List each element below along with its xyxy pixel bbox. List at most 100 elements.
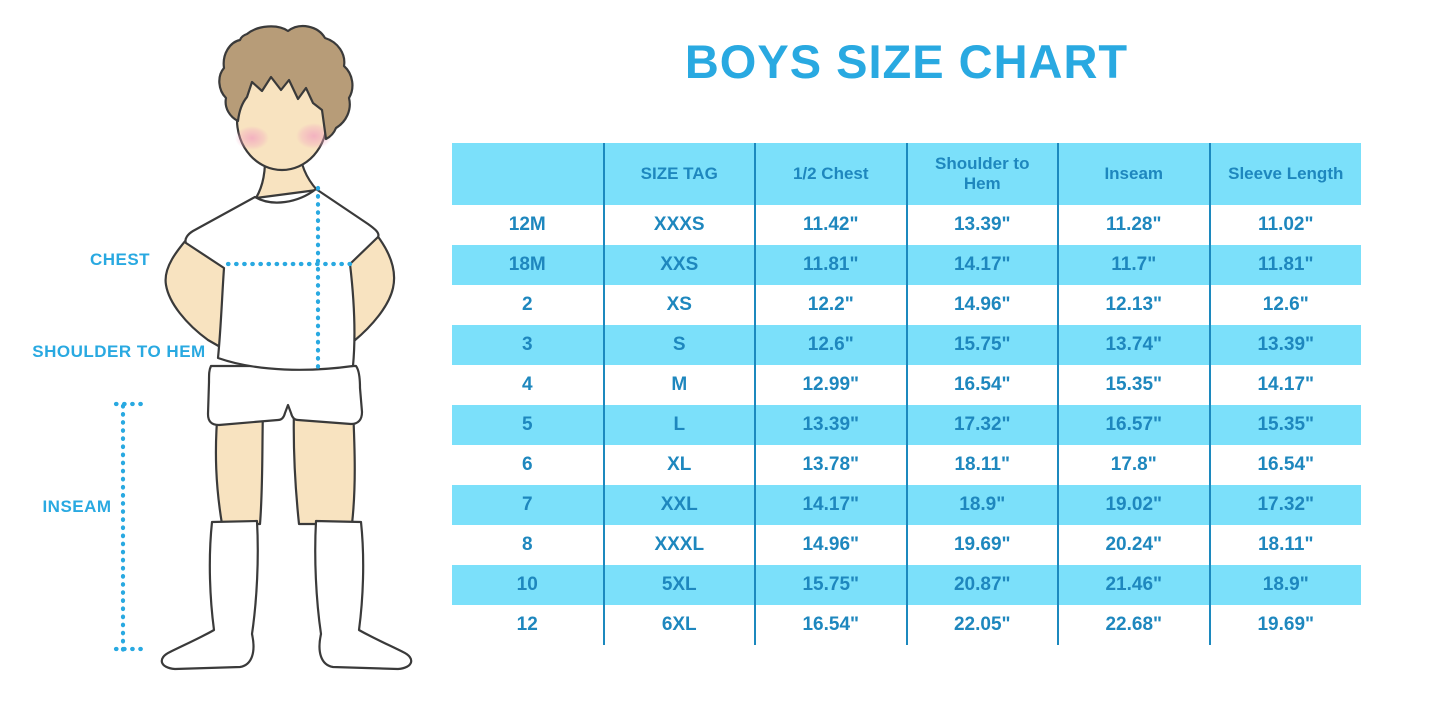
table-cell: 11.42" [754,205,907,245]
table-cell: 7 [452,485,604,525]
table-cell: 19.69" [1208,605,1361,645]
column-header: Shoulder to Hem [905,143,1058,205]
table-cell: 6 [521,454,533,475]
table-cell: 13.39" [1208,325,1361,365]
table-cell: 12M [508,214,546,235]
table-row: 10 5XL 15.75" 20.87" 21.46" 18.9" [452,565,1361,605]
table-cell: XXS [602,245,755,285]
table-cell: 12.99" [754,365,907,405]
table-cell: 18.11" [1208,525,1361,565]
size-table-body: 12M XXXS 11.42" 13.39" 11.28" 11.02" 18M XXS 11.… [452,205,1361,645]
table-cell: 18.11" [905,445,1058,485]
left-sock [160,519,259,671]
size-table-head: SIZE TAG 1/2 Chest Shoulder to Hem Inseam Sl… [452,143,1361,205]
right-leg [292,406,356,526]
header-row: SIZE TAG 1/2 Chest Shoulder to Hem Inseam Sl… [452,143,1361,205]
page-title: BOYS SIZE CHART [684,35,1129,88]
table-cell: 12.13" [1057,285,1210,325]
table-cell: 21.46" [1057,565,1210,605]
table-cell: 17.32" [1208,485,1361,525]
table-cell: 10 [452,565,604,605]
table-cell: 2 [521,294,533,315]
table-cell: 12 [516,614,538,635]
boy-figure [160,25,413,671]
left-cheek-blush [235,126,269,150]
table-cell: 13.39" [905,205,1058,245]
table-cell: 15.35" [1057,365,1210,405]
table-cell: 11.02" [1208,205,1361,245]
table-cell: 11.81" [754,245,907,285]
table-cell: XXXS [602,205,755,245]
table-cell: 22.05" [905,605,1058,645]
table-cell: 13.39" [754,405,907,445]
table-cell: 11.28" [1057,205,1210,245]
table-cell: 11.7" [1057,245,1210,285]
table-cell: 16.54" [1208,445,1361,485]
table-cell: 4 [521,374,533,395]
table-cell: 11.81" [1208,245,1361,285]
table-row: 18M XXS 11.81" 14.17" 11.7" 11.81" [452,245,1361,285]
column-header: Inseam [1057,143,1210,205]
table-row: 7 XXL 14.17" 18.9" 19.02" 17.32" [452,485,1361,525]
right-cheek-blush [296,123,332,149]
table-cell: 16.54" [754,605,907,645]
table-cell: 15.75" [905,325,1058,365]
hair [218,25,354,141]
table-cell: 15.35" [1208,405,1361,445]
table-cell: 16.57" [1057,405,1210,445]
table-cell: 14.96" [754,525,907,565]
table-cell: L [602,405,755,445]
column-header [452,143,604,205]
left-leg [214,406,265,526]
table-cell: 18.9" [905,485,1058,525]
table-cell: 14.96" [905,285,1058,325]
table-cell: XXL [602,485,755,525]
inseam-label: INSEAM [42,497,112,516]
table-cell: XL [602,445,755,485]
table-cell: S [602,325,755,365]
table-cell: 17.32" [905,405,1058,445]
size-table: SIZE TAG 1/2 Chest Shoulder to Hem Inseam Sl… [452,143,1361,645]
table-cell: M [602,365,755,405]
chest-label: CHEST [89,250,151,269]
table-cell: 19.02" [1057,485,1210,525]
table-cell: 5 [452,405,604,445]
table-cell: 12.2" [754,285,907,325]
table-cell: 20.24" [1057,525,1210,565]
table-row: 5 L 13.39" 17.32" 16.57" 15.35" [452,405,1361,445]
table-row: 12 6XL 16.54" 22.05" 22.68" 19.69" [452,605,1361,645]
table-cell: XXXL [602,525,755,565]
table-cell: 3 [452,325,604,365]
shoulder-to-hem-label: SHOULDER TO HEM [32,342,206,361]
table-cell: 14.17" [754,485,907,525]
table-cell: 18.9" [1208,565,1361,605]
column-header: SIZE TAG [602,143,755,205]
right-sock [314,519,413,671]
table-row: 2 XS 12.2" 14.96" 12.13" 12.6" [452,285,1361,325]
shorts [206,364,364,427]
column-header: Sleeve Length [1208,143,1361,205]
table-cell: 13.78" [754,445,907,485]
boy-measurement-illustration [113,25,413,671]
table-cell: 8 [521,534,533,555]
table-cell: 14.17" [905,245,1058,285]
table-cell: 12.6" [1208,285,1361,325]
table-cell: 20.87" [905,565,1058,605]
table-cell: 15.75" [754,565,907,605]
table-row: 4 M 12.99" 16.54" 15.35" 14.17" [452,365,1361,405]
table-cell: 5XL [602,565,755,605]
table-cell: 12.6" [754,325,907,365]
table-cell: 19.69" [905,525,1058,565]
table-cell: 17.8" [1057,445,1210,485]
table-cell: 18M [452,245,604,285]
table-cell: 14.17" [1208,365,1361,405]
table-cell: 16.54" [905,365,1058,405]
column-header: 1/2 Chest [754,143,907,205]
table-row: 8 XXXL 14.96" 19.69" 20.24" 18.11" [452,525,1361,565]
table-row: 12M XXXS 11.42" 13.39" 11.28" 11.02" [452,205,1361,245]
measurement-lines [113,185,353,653]
table-cell: XS [602,285,755,325]
table-cell: 22.68" [1057,605,1210,645]
tshirt [184,187,380,371]
